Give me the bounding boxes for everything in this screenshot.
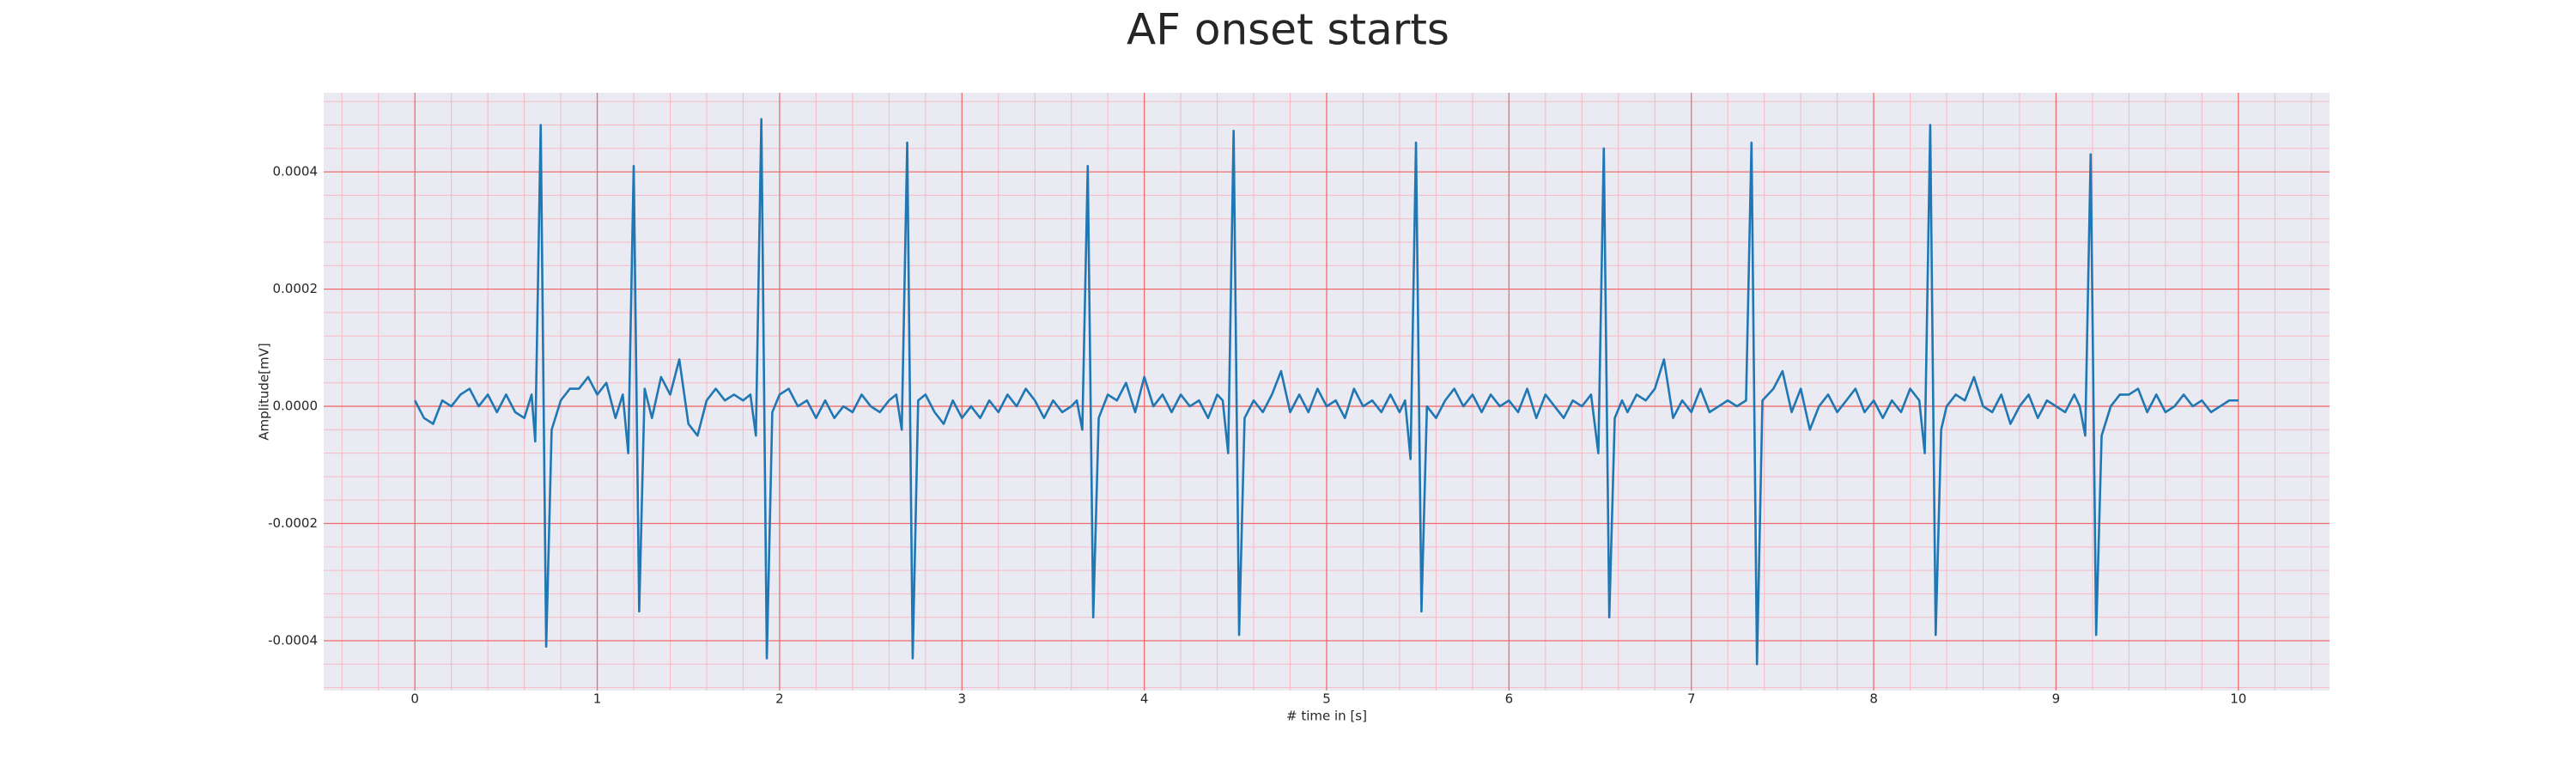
x-tick-label: 1 [593,691,602,707]
y-tick-label: 0.0004 [273,164,319,180]
chart-title: AF onset starts [1127,5,1449,55]
plot-area [324,93,2330,691]
x-tick-label: 2 [775,691,784,707]
x-tick-label: 10 [2230,691,2246,707]
x-axis-label: # time in [s] [1286,709,1367,724]
signal-line [414,118,2239,666]
y-axis-label: Amplitude[mV] [257,343,272,440]
x-tick-label: 7 [1687,691,1696,707]
y-tick-label: -0.0004 [268,633,318,648]
x-tick-label: 3 [957,691,966,707]
x-tick-label: 6 [1505,691,1514,707]
x-tick-label: 5 [1322,691,1331,707]
y-tick-label: -0.0002 [268,515,318,531]
x-tick-label: 0 [410,691,419,707]
x-tick-label: 9 [2052,691,2061,707]
x-tick-label: 8 [1869,691,1878,707]
y-tick-label: 0.0000 [273,399,319,414]
x-tick-label: 4 [1140,691,1149,707]
y-tick-label: 0.0002 [273,281,319,296]
